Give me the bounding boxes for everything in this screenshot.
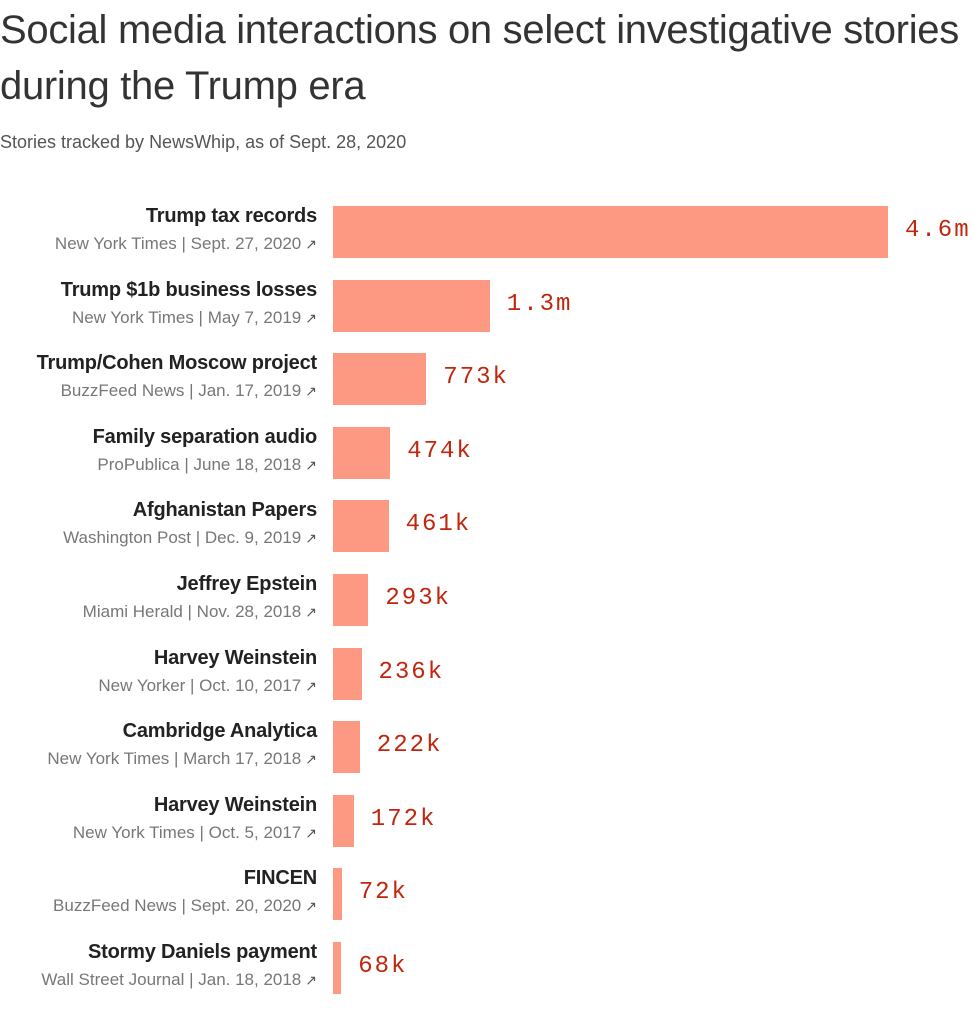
- bar-value-label: 72k: [358, 879, 408, 906]
- story-label: Trump/Cohen Moscow project BuzzFeed News …: [36, 350, 318, 402]
- story-title: Trump/Cohen Moscow project: [36, 352, 318, 374]
- bar: [333, 868, 342, 920]
- bar: [333, 353, 427, 405]
- story-source-text: BuzzFeed News | Sept. 20, 2020: [53, 896, 302, 915]
- story-source-text: New York Times | May 7, 2019: [71, 308, 302, 327]
- story-title: Stormy Daniels payment: [87, 941, 317, 963]
- story-source-link[interactable]: New Yorker | Oct. 10, 2017 ↗: [98, 675, 317, 697]
- bar-value-label: 293k: [385, 585, 451, 612]
- story-source-text: Wall Street Journal | Jan. 18, 2018: [41, 970, 302, 989]
- story-title: Cambridge Analytica: [122, 720, 318, 742]
- story-label: Cambridge Analytica New York Times | Marc…: [47, 718, 317, 770]
- story-title: Trump tax records: [145, 205, 317, 227]
- story-source-text: ProPublica | June 18, 2018: [97, 455, 302, 474]
- bar-value-label: 222k: [376, 732, 443, 759]
- bar-row: FINCEN BuzzFeed News | Sept. 20, 2020 ↗ 72k: [0, 865, 980, 925]
- bar-row: Harvey Weinstein New Yorker | Oct. 10, 20…: [0, 645, 980, 705]
- bar-row: Cambridge Analytica New York Times | Marc…: [0, 718, 980, 778]
- chart-title: Social media interactions on select inve…: [0, 8, 959, 108]
- bar-value-label: 474k: [407, 438, 473, 465]
- story-label: Stormy Daniels payment Wall Street Journa…: [41, 939, 317, 991]
- bar: [333, 206, 888, 258]
- story-label: Trump $1b business losses New York Times …: [61, 277, 317, 329]
- story-source-link[interactable]: New York Times | March 17, 2018 ↗: [47, 748, 317, 770]
- bar-value-label: 236k: [378, 659, 445, 686]
- story-label: Afghanistan Papers Washington Post | Dec.…: [63, 497, 317, 549]
- bar-value-label: 461k: [405, 511, 472, 538]
- bar-value-label: 172k: [370, 806, 437, 833]
- bar-value-label: 4.6m: [905, 217, 971, 244]
- story-title: Family separation audio: [92, 426, 318, 448]
- arrow-up-right-icon: ↗: [305, 457, 317, 473]
- arrow-up-right-icon: ↗: [305, 236, 317, 252]
- story-source-text: Washington Post | Dec. 9, 2019: [63, 528, 302, 547]
- bar: [333, 427, 391, 479]
- story-source-text: New York Times | Sept. 27, 2020: [54, 234, 302, 253]
- story-label: Family separation audio ProPublica | June…: [92, 424, 318, 476]
- story-label: Trump tax records New York Times | Sept. …: [55, 203, 317, 255]
- arrow-up-right-icon: ↗: [305, 530, 317, 546]
- bar-row: Jeffrey Epstein Miami Herald | Nov. 28, 2…: [0, 571, 980, 631]
- story-source-text: Miami Herald | Nov. 28, 2018: [82, 602, 302, 621]
- story-label: Harvey Weinstein New York Times | Oct. 5,…: [73, 792, 317, 844]
- story-source-text: New York Times | Oct. 5, 2017: [72, 823, 302, 842]
- story-source-link[interactable]: Wall Street Journal | Jan. 18, 2018 ↗: [41, 969, 317, 991]
- story-source-link[interactable]: Washington Post | Dec. 9, 2019 ↗: [63, 527, 317, 549]
- story-label: Jeffrey Epstein Miami Herald | Nov. 28, 2…: [83, 571, 318, 623]
- bar: [333, 500, 389, 552]
- story-title: FINCEN: [243, 867, 317, 889]
- arrow-up-right-icon: ↗: [305, 751, 317, 767]
- story-source-text: New Yorker | Oct. 10, 2017: [98, 676, 302, 695]
- arrow-up-right-icon: ↗: [305, 310, 317, 326]
- bar: [333, 648, 362, 700]
- arrow-up-right-icon: ↗: [305, 972, 317, 988]
- bar-value-label: 68k: [358, 953, 408, 980]
- story-source-text: New York Times | March 17, 2018: [47, 749, 302, 768]
- story-source-link[interactable]: New York Times | Oct. 5, 2017 ↗: [73, 822, 317, 844]
- chart-subtitle: Stories tracked by NewsWhip, as of Sept.…: [0, 132, 407, 152]
- arrow-up-right-icon: ↗: [305, 383, 317, 399]
- bar: [333, 280, 490, 332]
- bar-row: Afghanistan Papers Washington Post | Dec.…: [0, 497, 980, 557]
- story-title: Harvey Weinstein: [153, 647, 317, 669]
- bar-row: Family separation audio ProPublica | June…: [0, 424, 980, 484]
- story-source-link[interactable]: Miami Herald | Nov. 28, 2018 ↗: [83, 601, 317, 623]
- bar-value-label: 1.3m: [506, 291, 573, 318]
- bar-row: Harvey Weinstein New York Times | Oct. 5,…: [0, 792, 980, 852]
- story-source-link[interactable]: BuzzFeed News | Sept. 20, 2020 ↗: [53, 895, 317, 917]
- story-source-text: BuzzFeed News | Jan. 17, 2019: [60, 381, 302, 400]
- story-source-link[interactable]: New York Times | May 7, 2019 ↗: [61, 307, 317, 329]
- story-label: FINCEN BuzzFeed News | Sept. 20, 2020 ↗: [53, 865, 317, 917]
- bar-row: Trump tax records New York Times | Sept. …: [0, 203, 980, 263]
- arrow-up-right-icon: ↗: [305, 825, 317, 841]
- bar-row: Trump/Cohen Moscow project BuzzFeed News …: [0, 350, 980, 410]
- bar-row: Trump $1b business losses New York Times …: [0, 277, 980, 337]
- bar-row: Stormy Daniels payment Wall Street Journa…: [0, 939, 980, 999]
- arrow-up-right-icon: ↗: [305, 678, 317, 694]
- story-title: Trump $1b business losses: [60, 279, 317, 301]
- story-title: Jeffrey Epstein: [176, 573, 318, 595]
- bar: [333, 795, 354, 847]
- story-source-link[interactable]: BuzzFeed News | Jan. 17, 2019 ↗: [37, 380, 317, 402]
- bar: [333, 574, 369, 626]
- story-title: Harvey Weinstein: [153, 794, 317, 816]
- story-source-link[interactable]: ProPublica | June 18, 2018 ↗: [93, 454, 317, 476]
- bar: [333, 721, 360, 773]
- story-source-link[interactable]: New York Times | Sept. 27, 2020 ↗: [55, 233, 317, 255]
- story-title: Afghanistan Papers: [132, 499, 317, 521]
- arrow-up-right-icon: ↗: [305, 898, 317, 914]
- story-label: Harvey Weinstein New Yorker | Oct. 10, 20…: [98, 645, 317, 697]
- bar: [333, 942, 342, 994]
- arrow-up-right-icon: ↗: [305, 604, 317, 620]
- bar-value-label: 773k: [443, 364, 509, 391]
